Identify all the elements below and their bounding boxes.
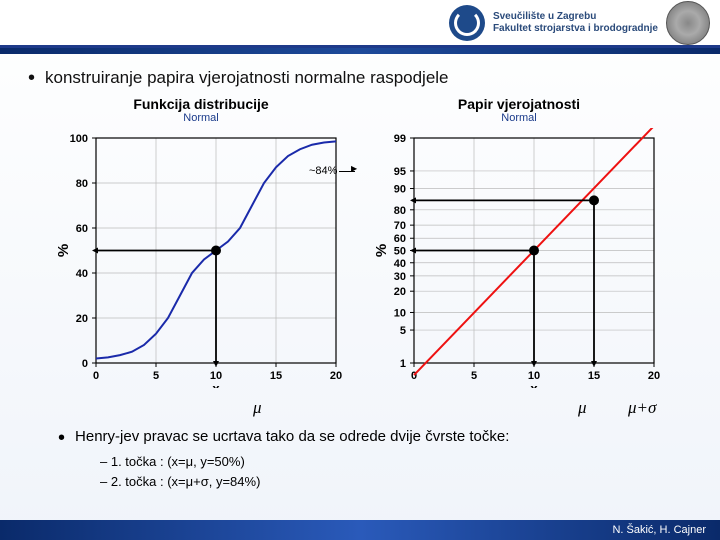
svg-text:80: 80 [76,178,88,190]
svg-text:5: 5 [400,325,406,337]
charts-row: Funkcija distribucije Normal 05101520020… [28,96,692,396]
svg-text:20: 20 [648,370,660,382]
svg-text:90: 90 [394,184,406,196]
svg-text:20: 20 [330,370,342,382]
mu-label-right: μ+σ [628,398,656,418]
slide-content: • konstruiranje papira vjerojatnosti nor… [0,54,720,491]
svg-text:0: 0 [93,370,99,382]
slide-footer: N. Šakić, H. Cajner [0,520,720,540]
svg-text:60: 60 [394,233,406,245]
svg-text:20: 20 [394,286,406,298]
chart-right-svg: 05101520151020304050607080909599x% [374,128,664,388]
chart-left: Funkcija distribucije Normal 05101520020… [56,96,346,396]
dash-item-2: 2. točka : (x=μ+σ, y=84%) [100,472,692,492]
mu-labels-row: μ μ μ+σ [28,398,692,420]
uni-line1: Sveučilište u Zagrebu [493,11,658,23]
svg-text:20: 20 [76,313,88,325]
uni-line2: Fakultet strojarstva i brodogradnje [493,23,658,35]
svg-text:95: 95 [394,166,406,178]
chart-right-subtitle: Normal [374,112,664,124]
svg-text:%: % [374,244,390,257]
chart-right-title: Papir vjerojatnosti [374,96,664,112]
svg-text:10: 10 [394,307,406,319]
uni-text: Sveučilište u Zagrebu Fakultet strojarst… [493,11,658,34]
svg-text:1: 1 [400,358,406,370]
uni-logo-icon [449,5,485,41]
svg-text:x: x [530,381,538,388]
chart-left-title: Funkcija distribucije [56,96,346,112]
svg-text:0: 0 [82,358,88,370]
main-bullet: • konstruiranje papira vjerojatnosti nor… [28,68,692,88]
svg-text:5: 5 [153,370,159,382]
footer-authors: N. Šakić, H. Cajner [612,524,706,536]
slide-header: Sveučilište u Zagrebu Fakultet strojarst… [0,0,720,48]
svg-text:x: x [212,381,220,388]
main-bullet-text: konstruiranje papira vjerojatnosti norma… [45,68,449,88]
dash-item-1: 1. točka : (x=μ, y=50%) [100,452,692,472]
annotation-84: ~84% [309,165,337,177]
svg-text:30: 30 [394,271,406,283]
bullet-dot-icon: • [58,428,65,448]
dash-list: 1. točka : (x=μ, y=50%) 2. točka : (x=μ+… [100,452,692,491]
bullet-dot-icon: • [28,68,35,88]
svg-text:100: 100 [70,133,88,145]
svg-text:40: 40 [394,258,406,270]
svg-text:99: 99 [394,133,406,145]
mu-label-mid: μ [578,398,587,418]
svg-text:50: 50 [394,246,406,258]
uni-seal-icon [666,1,710,45]
svg-text:15: 15 [588,370,600,382]
svg-text:15: 15 [270,370,282,382]
svg-text:80: 80 [394,205,406,217]
sub-bullet-text: Henry-jev pravac se ucrtava tako da se o… [75,428,509,448]
svg-text:70: 70 [394,220,406,232]
mu-label-left: μ [253,398,262,418]
chart-left-svg: 05101520020406080100x% [56,128,346,388]
sub-bullet: • Henry-jev pravac se ucrtava tako da se… [58,428,692,448]
chart-right: Papir vjerojatnosti Normal 0510152015102… [374,96,664,396]
chart-left-subtitle: Normal [56,112,346,124]
svg-text:5: 5 [471,370,477,382]
svg-text:%: % [56,244,72,257]
svg-text:60: 60 [76,223,88,235]
svg-text:40: 40 [76,268,88,280]
